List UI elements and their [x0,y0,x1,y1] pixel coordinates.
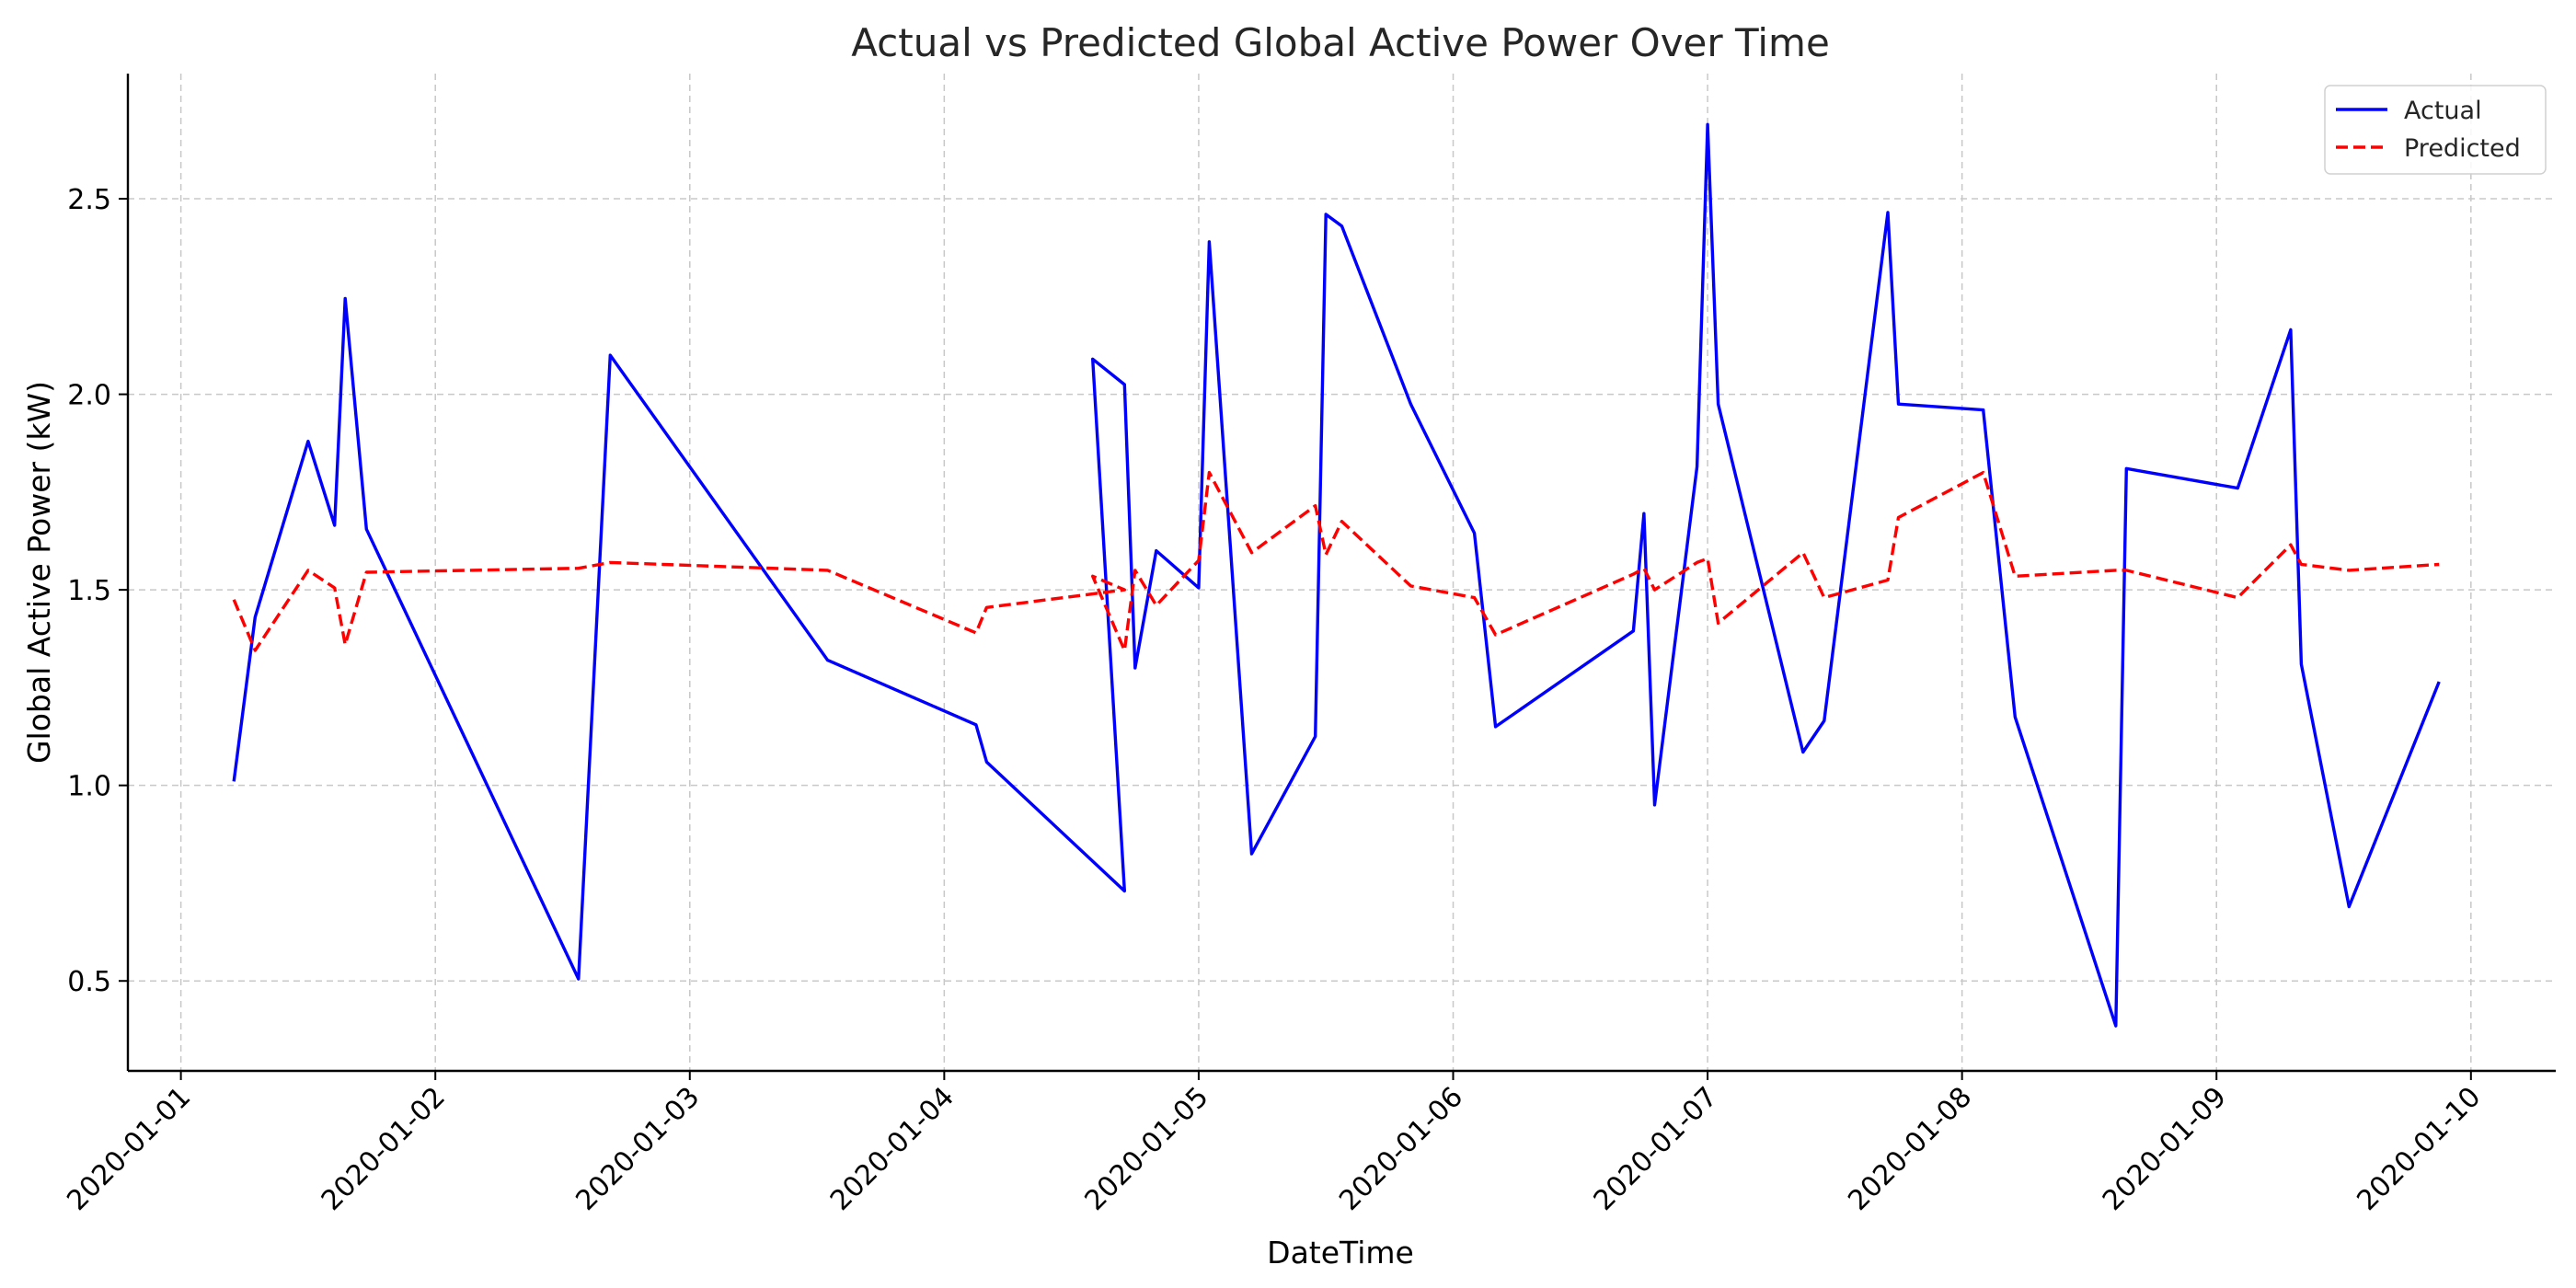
x-tick-label: 2020-01-04 [824,1081,960,1217]
x-tick-label: 2020-01-03 [569,1081,706,1217]
legend-label-actual: Actual [2404,97,2482,125]
x-tick-label: 2020-01-06 [1333,1081,1469,1217]
x-tick-label: 2020-01-07 [1588,1081,1724,1217]
y-tick-label: 0.5 [67,966,111,998]
legend-box [2324,85,2547,175]
y-tick-label: 1.5 [67,575,111,607]
chart-title: Actual vs Predicted Global Active Power … [851,20,1830,65]
x-tick-label: 2020-01-05 [1079,1081,1215,1217]
series-line-actual [232,122,2441,1028]
y-tick-label: 2.5 [67,184,111,216]
y-axis-label: Global Active Power (kW) [21,381,57,764]
x-tick-label: 2020-01-01 [61,1081,197,1217]
grid [128,74,2556,1071]
x-tick-label: 2020-01-08 [1842,1081,1978,1217]
x-tick-label: 2020-01-02 [316,1081,452,1217]
y-tick-label: 1.0 [67,771,111,803]
x-axis-label: DateTime [1267,1235,1414,1271]
y-tick-label: 2.0 [67,380,111,412]
legend: Actual Predicted [2324,85,2547,175]
x-tick-label: 2020-01-09 [2097,1081,2233,1217]
x-tick-label: 2020-01-10 [2351,1081,2487,1217]
series-line-predicted [232,470,2440,652]
series-layer [232,122,2441,1028]
legend-label-predicted: Predicted [2404,134,2521,163]
